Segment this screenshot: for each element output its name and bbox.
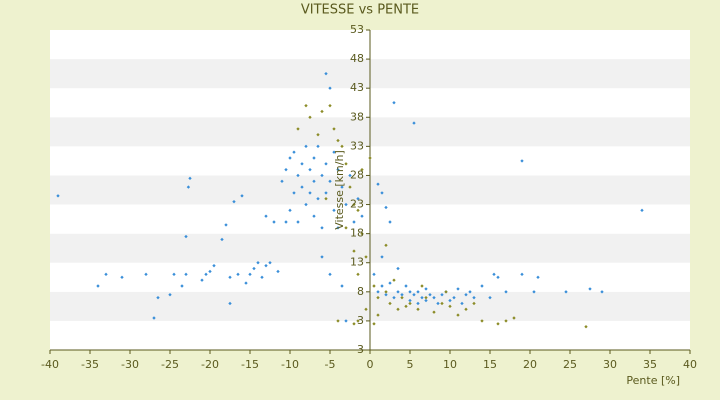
point (200, 278, 204, 282)
x-tick-label: 35 (643, 358, 657, 371)
point (186, 185, 191, 189)
point (172, 272, 176, 277)
y-tick-label: 38 (350, 110, 364, 123)
x-tick-label: 0 (367, 358, 374, 371)
y-tick-label: 3 (357, 314, 364, 327)
y-tick-label: 28 (350, 168, 364, 181)
x-tick-label: 30 (603, 358, 617, 371)
point (152, 316, 156, 320)
x-tick-label: -5 (325, 358, 336, 371)
x-tick-label: -30 (121, 358, 139, 371)
x-tick-label: -15 (241, 358, 259, 371)
point (328, 103, 332, 108)
point (184, 272, 188, 277)
point (228, 275, 232, 279)
point (588, 287, 592, 291)
point (236, 272, 240, 277)
point (144, 272, 148, 277)
x-tick-label: 40 (683, 358, 697, 371)
point (228, 301, 232, 306)
y-tick-label: 53 (350, 23, 364, 36)
x-tick-label: 25 (563, 358, 577, 371)
point (248, 272, 252, 277)
point (244, 281, 248, 285)
point (208, 269, 212, 274)
point (380, 255, 384, 259)
point (224, 223, 228, 227)
point (392, 101, 396, 105)
x-tick-label: -35 (81, 358, 99, 371)
y-tick-label: 8 (357, 285, 364, 298)
y-tick-label: 33 (350, 139, 364, 152)
point (640, 208, 644, 213)
point (320, 109, 324, 114)
point (188, 176, 192, 181)
point (324, 71, 328, 76)
y-tick-label: 3 (357, 343, 364, 356)
point (520, 272, 524, 277)
y-tick-label: 13 (350, 256, 364, 269)
x-tick-label: 20 (523, 358, 537, 371)
point (180, 284, 184, 288)
point (212, 263, 216, 268)
point (240, 194, 244, 198)
point (520, 159, 524, 163)
point (220, 237, 224, 242)
x-tick-label: -25 (161, 358, 179, 371)
y-tick-label: 48 (350, 52, 364, 65)
y-axis-label: Vitesse [km/h] (333, 150, 346, 230)
point (168, 293, 172, 297)
x-tick-label: -40 (41, 358, 59, 371)
point (252, 266, 256, 271)
point (328, 86, 332, 90)
point (536, 275, 540, 279)
y-tick-label: 43 (350, 81, 364, 94)
x-tick-label: 10 (443, 358, 457, 371)
point (204, 272, 208, 277)
point (184, 234, 188, 239)
bands (49, 29, 691, 354)
x-axis-label: Pente [%] (626, 374, 680, 387)
point (56, 194, 60, 198)
x-tick-label: 5 (407, 358, 414, 371)
y-tick-label: 23 (350, 198, 364, 211)
point (364, 255, 368, 259)
y-tick-label: 18 (350, 227, 364, 240)
point (320, 255, 324, 259)
point (304, 103, 308, 108)
x-tick-label: -10 (281, 358, 299, 371)
point (512, 316, 516, 320)
x-tick-label: 15 (483, 358, 497, 371)
point (156, 295, 160, 300)
x-tick-label: -20 (201, 358, 219, 371)
point (232, 199, 236, 204)
chart-title: VITESSE vs PENTE (301, 3, 419, 18)
